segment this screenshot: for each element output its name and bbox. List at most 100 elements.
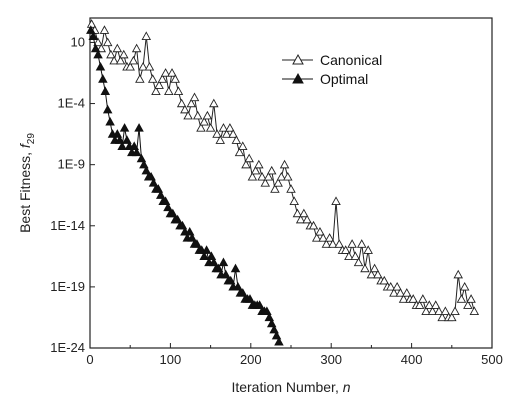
data-point	[366, 269, 377, 279]
data-point	[192, 239, 202, 248]
data-point	[221, 269, 231, 279]
x-axis-title-text: Iteration Number,	[231, 379, 342, 395]
data-point	[321, 239, 332, 248]
data-point	[139, 159, 149, 169]
data-point	[241, 159, 251, 169]
data-point	[350, 251, 361, 260]
data-point	[153, 184, 164, 193]
data-point	[398, 294, 409, 303]
data-point	[271, 330, 282, 340]
data-point	[114, 135, 125, 144]
x-tick-label: 200	[240, 352, 262, 367]
x-tick-label: 100	[160, 352, 182, 367]
data-point	[230, 263, 241, 273]
data-point	[134, 123, 144, 132]
data-point	[245, 294, 255, 303]
data-point	[215, 135, 226, 144]
data-point	[234, 147, 245, 157]
legend-canonical-marker	[292, 53, 304, 65]
data-point	[138, 61, 148, 71]
data-point	[135, 74, 145, 83]
y-axis-title-text: Best Fitness,	[17, 148, 33, 233]
data-point	[88, 31, 98, 40]
data-point	[177, 220, 188, 230]
series-segment	[457, 274, 462, 300]
data-point	[328, 239, 338, 248]
data-point	[218, 123, 229, 132]
data-point	[209, 257, 219, 267]
data-point	[183, 110, 193, 120]
data-point	[117, 141, 127, 150]
data-point	[184, 226, 195, 236]
data-point	[283, 171, 293, 181]
data-point	[257, 171, 267, 181]
data-point	[146, 171, 156, 181]
data-point	[119, 49, 129, 59]
series-canonical	[86, 19, 480, 322]
data-point	[402, 288, 412, 297]
data-point	[225, 123, 235, 132]
legend: Canonical Optimal	[282, 52, 382, 87]
data-point	[225, 275, 236, 285]
data-point	[360, 263, 370, 273]
data-point	[86, 25, 96, 34]
y-tick-label: 1E-14	[50, 218, 85, 233]
data-point	[254, 159, 264, 169]
data-point	[469, 306, 480, 315]
data-point	[209, 98, 219, 108]
data-point	[202, 110, 213, 120]
data-point	[347, 239, 357, 248]
axis-ticks: 0 100 200 300 400 500 10 1E-4 1E-9 1E-14 1E-19 1E-2…	[50, 34, 503, 367]
data-point	[199, 251, 209, 260]
data-point	[334, 239, 345, 248]
data-point	[164, 86, 174, 95]
data-point	[414, 300, 425, 309]
data-point	[308, 220, 319, 230]
data-point	[201, 245, 212, 254]
data-point	[466, 294, 476, 303]
data-point	[90, 43, 101, 53]
data-point	[109, 55, 119, 65]
data-point	[196, 123, 206, 132]
data-point	[289, 196, 299, 205]
y-tick-label: 1E-24	[50, 340, 85, 355]
data-point	[180, 104, 190, 114]
legend-optimal-label: Optimal	[320, 71, 368, 87]
data-point	[453, 269, 463, 279]
data-point	[430, 300, 441, 309]
data-point	[299, 208, 309, 218]
data-point	[295, 214, 306, 224]
data-point	[311, 233, 322, 242]
y-tick-label: 1E-9	[58, 157, 85, 172]
y-axis-title-sub: 29	[26, 133, 37, 145]
data-point	[141, 31, 152, 40]
data-point	[131, 147, 142, 157]
data-point	[131, 43, 142, 53]
data-point	[122, 135, 132, 144]
data-point	[233, 281, 243, 291]
data-point	[102, 104, 113, 114]
data-point	[154, 80, 164, 89]
data-point	[424, 300, 435, 309]
legend-canonical-label: Canonical	[320, 52, 382, 68]
y-axis-title: Best Fitness, f29	[17, 133, 37, 233]
data-point	[373, 269, 383, 279]
data-point	[302, 214, 312, 224]
series-segment	[136, 48, 141, 80]
y-axis-title-var: f	[17, 142, 33, 148]
y-tick-label: 1E-19	[50, 279, 85, 294]
data-point	[95, 61, 106, 71]
data-point	[379, 275, 390, 285]
data-point	[99, 25, 110, 34]
data-point	[324, 233, 335, 242]
data-point	[112, 43, 123, 53]
data-point	[147, 74, 158, 83]
data-point	[250, 165, 261, 175]
data-point	[189, 92, 200, 102]
data-point	[128, 55, 139, 65]
data-point	[273, 178, 283, 187]
series-segment	[213, 103, 218, 135]
data-point	[389, 288, 399, 297]
data-point	[260, 178, 271, 187]
data-point	[463, 300, 473, 309]
